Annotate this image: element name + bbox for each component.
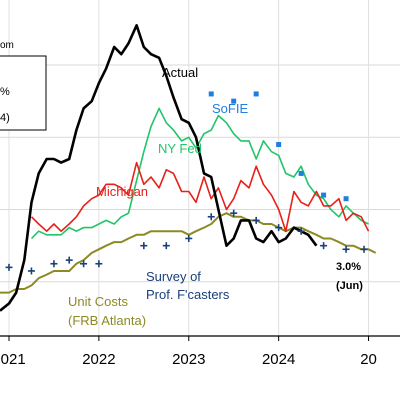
survey-of-prof-f-casters-point-4 — [80, 260, 88, 268]
series-line-actual — [0, 23, 318, 312]
survey-of-prof-f-casters-point-6 — [140, 242, 148, 250]
legend-fragment-top: om — [0, 40, 14, 51]
sofie-point-0 — [208, 91, 214, 97]
label-latest-month: (Jun) — [336, 280, 363, 292]
survey-of-prof-f-casters-point-15 — [342, 245, 350, 253]
survey-of-prof-f-casters-point-11 — [252, 216, 260, 224]
survey-of-prof-f-casters-point-14 — [320, 242, 328, 250]
label-unit-costs-line2: (FRB Atlanta) — [68, 313, 146, 328]
grid-layer — [0, 0, 400, 336]
axis-layer: 2021 2022 2023 2024 20 — [0, 335, 400, 368]
label-sofie: SoFIE — [212, 101, 248, 116]
label-latest-value: 3.0% — [336, 261, 361, 273]
legend-fragment-bottom: 4) — [0, 112, 10, 124]
survey-of-prof-f-casters-point-10 — [230, 209, 238, 217]
label-actual: Actual — [162, 65, 198, 80]
x-tick-label-3: 2024 — [262, 351, 295, 368]
survey-of-prof-f-casters-point-3 — [65, 256, 73, 264]
survey-of-prof-f-casters-point-1 — [27, 267, 35, 275]
series-layer — [0, 23, 377, 312]
sofie-point-2 — [253, 91, 259, 97]
sofie-point-3 — [276, 142, 282, 148]
series-line-ny-fed — [30, 107, 369, 240]
survey-of-prof-f-casters-point-2 — [50, 260, 58, 268]
label-ny-fed: NY Fed — [158, 141, 202, 156]
legend-fragment-mid: % — [0, 86, 10, 98]
series-line-unit-costs — [0, 212, 377, 294]
label-michigan: Michigan — [96, 184, 148, 199]
legend-box — [0, 55, 47, 131]
x-tick-label-4: 20 — [360, 351, 377, 368]
label-spf-line1: Survey of — [146, 269, 201, 284]
marker-layer — [5, 91, 368, 275]
sofie-point-5 — [321, 192, 327, 198]
sofie-point-1 — [231, 98, 237, 104]
survey-of-prof-f-casters-point-0 — [5, 263, 13, 271]
x-tick-label-0: 2021 — [0, 351, 26, 368]
label-spf-line2: Prof. F'casters — [146, 287, 230, 302]
survey-of-prof-f-casters-point-8 — [185, 234, 193, 242]
x-tick-label-2: 2023 — [172, 351, 205, 368]
sofie-point-6 — [343, 196, 349, 202]
label-unit-costs-line1: Unit Costs — [68, 294, 128, 309]
survey-of-prof-f-casters-point-12 — [275, 224, 283, 232]
survey-of-prof-f-casters-point-7 — [162, 242, 170, 250]
series-line-michigan — [30, 161, 370, 232]
x-tick-label-1: 2022 — [82, 351, 115, 368]
survey-of-prof-f-casters-point-16 — [360, 245, 368, 253]
survey-of-prof-f-casters-point-5 — [95, 260, 103, 268]
sofie-point-4 — [298, 170, 304, 176]
survey-of-prof-f-casters-point-13 — [297, 227, 305, 235]
survey-of-prof-f-casters-point-9 — [207, 213, 215, 221]
